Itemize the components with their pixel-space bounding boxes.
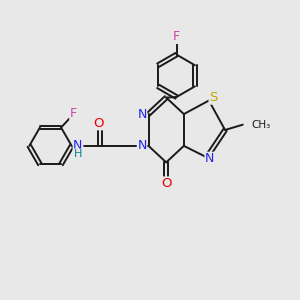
- Text: O: O: [161, 177, 171, 190]
- Text: N: N: [137, 108, 147, 121]
- Text: S: S: [209, 91, 218, 104]
- Text: N: N: [73, 140, 83, 152]
- Text: N: N: [137, 140, 147, 152]
- Text: F: F: [70, 107, 77, 121]
- Text: CH₃: CH₃: [252, 120, 271, 130]
- Text: O: O: [93, 117, 104, 130]
- Text: N: N: [205, 152, 214, 165]
- Text: H: H: [74, 149, 82, 159]
- Text: F: F: [173, 30, 180, 44]
